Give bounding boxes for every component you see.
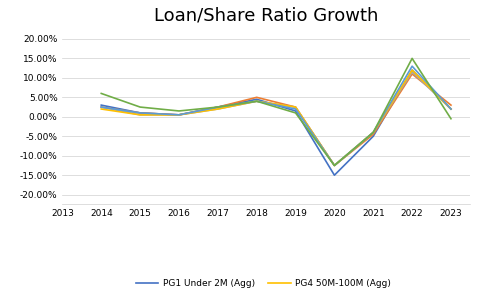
PG2 2M-10M (Agg)	[332, 164, 337, 167]
PG3 10M-50M (Agg)	[371, 131, 376, 134]
PG2 2M-10M (Agg)	[293, 105, 299, 109]
PG3 10M-50M (Agg)	[254, 100, 260, 103]
PG6 500M more (Agg)	[332, 164, 337, 167]
Title: Loan/Share Ratio Growth: Loan/Share Ratio Growth	[154, 7, 379, 25]
Line: PG1 Under 2M (Agg): PG1 Under 2M (Agg)	[101, 70, 451, 175]
PG1 Under 2M (Agg)	[176, 113, 182, 117]
PG5 100M-500M (Agg)	[254, 100, 260, 103]
PG6 500M more (Agg)	[137, 105, 143, 109]
Line: PG6 500M more (Agg): PG6 500M more (Agg)	[101, 58, 451, 166]
Line: PG5 100M-500M (Agg): PG5 100M-500M (Agg)	[101, 66, 451, 166]
PG4 50M-100M (Agg)	[293, 105, 299, 109]
PG4 50M-100M (Agg)	[254, 100, 260, 103]
PG5 100M-500M (Agg)	[98, 105, 104, 109]
PG3 10M-50M (Agg)	[215, 107, 221, 111]
Legend: PG1 Under 2M (Agg), PG2 2M-10M (Agg), PG3 10M-50M (Agg), PG4 50M-100M (Agg), PG5: PG1 Under 2M (Agg), PG2 2M-10M (Agg), PG…	[132, 275, 401, 292]
PG4 50M-100M (Agg)	[371, 131, 376, 134]
PG1 Under 2M (Agg)	[332, 173, 337, 177]
PG5 100M-500M (Agg)	[215, 105, 221, 109]
PG1 Under 2M (Agg)	[98, 103, 104, 107]
PG5 100M-500M (Agg)	[448, 107, 454, 111]
PG2 2M-10M (Agg)	[215, 105, 221, 109]
PG6 500M more (Agg)	[176, 109, 182, 113]
PG4 50M-100M (Agg)	[176, 113, 182, 117]
PG5 100M-500M (Agg)	[332, 164, 337, 167]
PG1 Under 2M (Agg)	[371, 135, 376, 138]
PG2 2M-10M (Agg)	[254, 95, 260, 99]
PG6 500M more (Agg)	[293, 111, 299, 115]
PG5 100M-500M (Agg)	[293, 107, 299, 111]
PG2 2M-10M (Agg)	[98, 105, 104, 109]
PG6 500M more (Agg)	[371, 131, 376, 134]
PG3 10M-50M (Agg)	[176, 113, 182, 117]
PG3 10M-50M (Agg)	[293, 105, 299, 109]
PG2 2M-10M (Agg)	[137, 111, 143, 115]
PG6 500M more (Agg)	[409, 57, 415, 60]
PG1 Under 2M (Agg)	[409, 68, 415, 72]
PG4 50M-100M (Agg)	[215, 107, 221, 111]
PG3 10M-50M (Agg)	[98, 105, 104, 109]
PG5 100M-500M (Agg)	[176, 113, 182, 117]
PG4 50M-100M (Agg)	[332, 164, 337, 167]
PG3 10M-50M (Agg)	[332, 164, 337, 167]
PG1 Under 2M (Agg)	[448, 107, 454, 111]
PG2 2M-10M (Agg)	[176, 113, 182, 117]
PG2 2M-10M (Agg)	[448, 103, 454, 107]
PG4 50M-100M (Agg)	[409, 68, 415, 72]
PG4 50M-100M (Agg)	[137, 113, 143, 117]
PG5 100M-500M (Agg)	[409, 65, 415, 68]
PG5 100M-500M (Agg)	[371, 131, 376, 134]
PG4 50M-100M (Agg)	[98, 107, 104, 111]
PG2 2M-10M (Agg)	[409, 72, 415, 76]
PG4 50M-100M (Agg)	[448, 107, 454, 111]
Line: PG2 2M-10M (Agg): PG2 2M-10M (Agg)	[101, 74, 451, 166]
PG3 10M-50M (Agg)	[409, 70, 415, 74]
Line: PG4 50M-100M (Agg): PG4 50M-100M (Agg)	[101, 70, 451, 166]
PG6 500M more (Agg)	[98, 92, 104, 95]
PG1 Under 2M (Agg)	[215, 105, 221, 109]
PG6 500M more (Agg)	[448, 117, 454, 121]
PG2 2M-10M (Agg)	[371, 133, 376, 136]
PG3 10M-50M (Agg)	[448, 107, 454, 111]
PG3 10M-50M (Agg)	[137, 113, 143, 117]
PG6 500M more (Agg)	[254, 100, 260, 103]
PG1 Under 2M (Agg)	[137, 111, 143, 115]
PG1 Under 2M (Agg)	[254, 98, 260, 101]
PG5 100M-500M (Agg)	[137, 111, 143, 115]
PG1 Under 2M (Agg)	[293, 109, 299, 113]
PG6 500M more (Agg)	[215, 105, 221, 109]
Line: PG3 10M-50M (Agg): PG3 10M-50M (Agg)	[101, 72, 451, 166]
